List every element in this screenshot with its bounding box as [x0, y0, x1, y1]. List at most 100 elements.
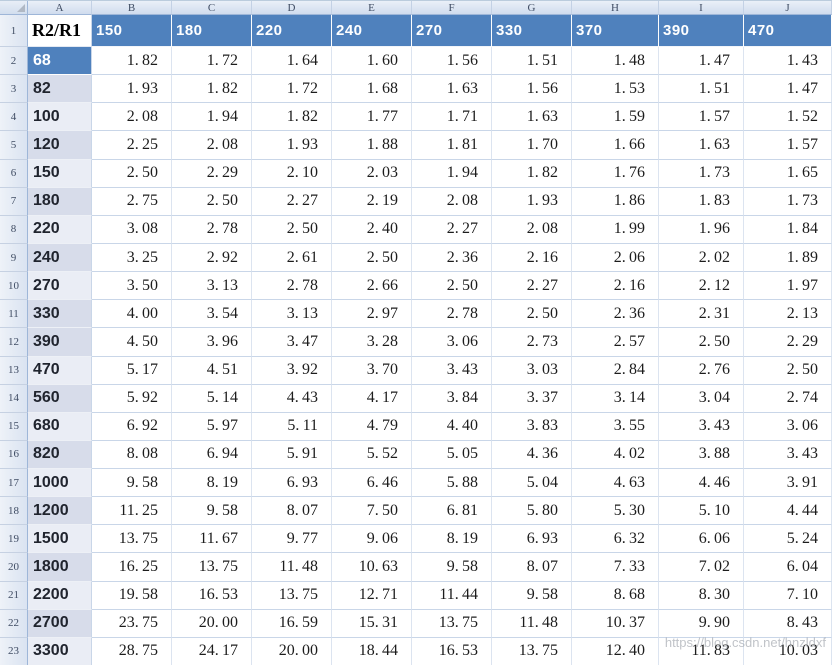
cell-D21[interactable]: 13. 75 — [252, 581, 332, 610]
cell-A4[interactable]: 100 — [28, 103, 92, 132]
cell-C12[interactable]: 3. 96 — [172, 328, 252, 357]
cell-J18[interactable]: 4. 44 — [744, 497, 832, 526]
cell-B21[interactable]: 19. 58 — [92, 581, 172, 610]
column-header-G[interactable]: G — [492, 1, 572, 15]
cell-G3[interactable]: 1. 56 — [492, 75, 572, 104]
cell-E5[interactable]: 1. 88 — [332, 131, 412, 160]
cell-H19[interactable]: 6. 32 — [572, 525, 659, 554]
cell-D18[interactable]: 8. 07 — [252, 497, 332, 526]
cell-A18[interactable]: 1200 — [28, 497, 92, 526]
cell-D20[interactable]: 11. 48 — [252, 553, 332, 582]
cell-F9[interactable]: 2. 36 — [412, 243, 492, 273]
cell-G21[interactable]: 9. 58 — [492, 581, 572, 610]
cell-J20[interactable]: 6. 04 — [744, 553, 832, 582]
cell-A7[interactable]: 180 — [28, 187, 92, 216]
cell-B10[interactable]: 3. 50 — [92, 272, 172, 301]
cell-H6[interactable]: 1. 76 — [572, 159, 659, 188]
cell-H20[interactable]: 7. 33 — [572, 553, 659, 582]
row-header-7[interactable]: 7 — [0, 187, 28, 216]
cell-D10[interactable]: 2. 78 — [252, 272, 332, 301]
cell-D5[interactable]: 1. 93 — [252, 131, 332, 160]
cell-A12[interactable]: 390 — [28, 328, 92, 357]
cell-G22[interactable]: 11. 48 — [492, 609, 572, 638]
row-header-10[interactable]: 10 — [0, 272, 28, 301]
cell-E20[interactable]: 10. 63 — [332, 553, 412, 582]
cell-D17[interactable]: 6. 93 — [252, 469, 332, 498]
cell-G11[interactable]: 2. 50 — [492, 300, 572, 329]
cell-C1[interactable]: 180 — [172, 15, 252, 47]
cell-J19[interactable]: 5. 24 — [744, 525, 832, 554]
row-header-8[interactable]: 8 — [0, 215, 28, 244]
cell-D4[interactable]: 1. 82 — [252, 103, 332, 132]
cell-H11[interactable]: 2. 36 — [572, 300, 659, 329]
cell-I17[interactable]: 4. 46 — [659, 469, 744, 498]
column-header-J[interactable]: J — [744, 1, 832, 15]
cell-C4[interactable]: 1. 94 — [172, 103, 252, 132]
row-header-17[interactable]: 17 — [0, 469, 28, 498]
cell-C6[interactable]: 2. 29 — [172, 159, 252, 188]
cell-B22[interactable]: 23. 75 — [92, 609, 172, 638]
row-header-9[interactable]: 9 — [0, 243, 28, 273]
cell-A10[interactable]: 270 — [28, 272, 92, 301]
cell-A23[interactable]: 3300 — [28, 637, 92, 665]
column-header-E[interactable]: E — [332, 1, 412, 15]
cell-C9[interactable]: 2. 92 — [172, 243, 252, 273]
column-header-H[interactable]: H — [572, 1, 659, 15]
cell-E2[interactable]: 1. 60 — [332, 47, 412, 76]
cell-I8[interactable]: 1. 96 — [659, 215, 744, 244]
row-header-20[interactable]: 20 — [0, 553, 28, 582]
cell-J8[interactable]: 1. 84 — [744, 215, 832, 244]
cell-H7[interactable]: 1. 86 — [572, 187, 659, 216]
cell-C11[interactable]: 3. 54 — [172, 300, 252, 329]
cell-D11[interactable]: 3. 13 — [252, 300, 332, 329]
cell-G1[interactable]: 330 — [492, 15, 572, 47]
cell-A16[interactable]: 820 — [28, 440, 92, 470]
cell-H22[interactable]: 10. 37 — [572, 609, 659, 638]
cell-H15[interactable]: 3. 55 — [572, 412, 659, 441]
cell-E9[interactable]: 2. 50 — [332, 243, 412, 273]
cell-B1[interactable]: 150 — [92, 15, 172, 47]
cell-J15[interactable]: 3. 06 — [744, 412, 832, 441]
cell-I23[interactable]: 11. 83 — [659, 637, 744, 665]
cell-B18[interactable]: 11. 25 — [92, 497, 172, 526]
cell-E1[interactable]: 240 — [332, 15, 412, 47]
cell-C15[interactable]: 5. 97 — [172, 412, 252, 441]
cell-F21[interactable]: 11. 44 — [412, 581, 492, 610]
cell-E12[interactable]: 3. 28 — [332, 328, 412, 357]
cell-E7[interactable]: 2. 19 — [332, 187, 412, 216]
cell-H9[interactable]: 2. 06 — [572, 243, 659, 273]
cell-E16[interactable]: 5. 52 — [332, 440, 412, 470]
cell-E13[interactable]: 3. 70 — [332, 356, 412, 385]
row-header-16[interactable]: 16 — [0, 440, 28, 470]
row-header-5[interactable]: 5 — [0, 131, 28, 160]
cell-G12[interactable]: 2. 73 — [492, 328, 572, 357]
cell-F17[interactable]: 5. 88 — [412, 469, 492, 498]
cell-F22[interactable]: 13. 75 — [412, 609, 492, 638]
cell-C14[interactable]: 5. 14 — [172, 384, 252, 413]
cell-I4[interactable]: 1. 57 — [659, 103, 744, 132]
cell-I6[interactable]: 1. 73 — [659, 159, 744, 188]
cell-G6[interactable]: 1. 82 — [492, 159, 572, 188]
cell-D13[interactable]: 3. 92 — [252, 356, 332, 385]
cell-E23[interactable]: 18. 44 — [332, 637, 412, 665]
cell-C10[interactable]: 3. 13 — [172, 272, 252, 301]
cell-G4[interactable]: 1. 63 — [492, 103, 572, 132]
cell-B15[interactable]: 6. 92 — [92, 412, 172, 441]
cell-A13[interactable]: 470 — [28, 356, 92, 385]
cell-D12[interactable]: 3. 47 — [252, 328, 332, 357]
cell-I3[interactable]: 1. 51 — [659, 75, 744, 104]
cell-E14[interactable]: 4. 17 — [332, 384, 412, 413]
column-header-B[interactable]: B — [92, 1, 172, 15]
cell-I14[interactable]: 3. 04 — [659, 384, 744, 413]
cell-J6[interactable]: 1. 65 — [744, 159, 832, 188]
cell-A21[interactable]: 2200 — [28, 581, 92, 610]
row-header-21[interactable]: 21 — [0, 581, 28, 610]
cell-H14[interactable]: 3. 14 — [572, 384, 659, 413]
cell-F11[interactable]: 2. 78 — [412, 300, 492, 329]
row-header-1[interactable]: 1 — [0, 15, 28, 47]
cell-A8[interactable]: 220 — [28, 215, 92, 244]
cell-J11[interactable]: 2. 13 — [744, 300, 832, 329]
cell-E8[interactable]: 2. 40 — [332, 215, 412, 244]
cell-G14[interactable]: 3. 37 — [492, 384, 572, 413]
column-header-I[interactable]: I — [659, 1, 744, 15]
